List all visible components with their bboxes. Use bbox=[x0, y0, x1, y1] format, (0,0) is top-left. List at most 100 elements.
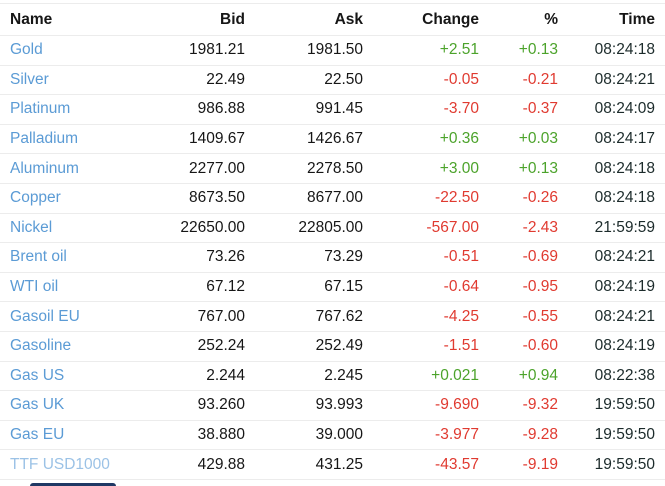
change-cell: -0.64 bbox=[443, 278, 479, 296]
time-cell: 19:59:50 bbox=[594, 455, 655, 473]
instrument-link[interactable]: Nickel bbox=[10, 218, 53, 236]
table-row[interactable]: TTF USD1000 429.88 431.25 -43.57 -9.19 19:59:… bbox=[0, 449, 665, 480]
bid-cell: 767.00 bbox=[197, 307, 245, 325]
table-row[interactable]: WTI oil 67.12 67.15 -0.64 -0.95 08:24:19 bbox=[0, 272, 665, 302]
pct-cell: -9.28 bbox=[522, 426, 558, 444]
change-cell: -0.05 bbox=[443, 70, 479, 88]
ask-cell: 22.50 bbox=[324, 70, 363, 88]
column-header-time[interactable]: Time bbox=[619, 10, 655, 28]
bid-cell: 93.260 bbox=[197, 396, 245, 414]
table-row[interactable]: Silver 22.49 22.50 -0.05 -0.21 08:24:21 bbox=[0, 65, 665, 95]
change-cell: -3.70 bbox=[443, 100, 479, 118]
quotes-table: Name Bid Ask Change% Time Gold 1981.21 1981.50… bbox=[0, 3, 665, 480]
pct-cell: -0.69 bbox=[522, 248, 558, 266]
bid-cell: 2.244 bbox=[206, 366, 245, 384]
instrument-link[interactable]: Gas US bbox=[10, 366, 65, 384]
ask-cell: 93.993 bbox=[315, 396, 363, 414]
table-row[interactable]: Gasoline 252.24 252.49 -1.51 -0.60 08:24:19 bbox=[0, 331, 665, 361]
change-cell: +2.51 bbox=[439, 41, 479, 59]
instrument-link[interactable]: Copper bbox=[10, 189, 61, 207]
time-cell: 08:22:38 bbox=[594, 366, 655, 384]
column-header-name[interactable]: Name bbox=[10, 10, 53, 28]
bid-cell: 429.88 bbox=[197, 455, 245, 473]
table-row[interactable]: Platinum 986.88 991.45 -3.70 -0.37 08:24:09 bbox=[0, 94, 665, 125]
instrument-link[interactable]: Gold bbox=[10, 41, 43, 59]
instrument-link[interactable]: Platinum bbox=[10, 100, 71, 118]
ask-cell: 991.45 bbox=[315, 100, 363, 118]
change-cell: -22.50 bbox=[435, 189, 479, 207]
ask-cell: 1981.50 bbox=[306, 41, 363, 59]
ask-cell: 767.62 bbox=[315, 307, 363, 325]
ask-cell: 2.245 bbox=[324, 366, 363, 384]
time-cell: 08:24:17 bbox=[594, 130, 655, 148]
instrument-link[interactable]: Gasoline bbox=[10, 337, 72, 355]
ask-cell: 67.15 bbox=[324, 278, 363, 296]
column-header-ask[interactable]: Ask bbox=[334, 10, 363, 28]
table-row[interactable]: Palladium 1409.67 1426.67 +0.36 +0.03 08:24:1… bbox=[0, 124, 665, 154]
table-row[interactable]: Brent oil 73.26 73.29 -0.51 -0.69 08:24:21 bbox=[0, 242, 665, 273]
change-cell: +3.00 bbox=[439, 159, 479, 177]
time-cell: 08:24:09 bbox=[594, 100, 655, 118]
instrument-link[interactable]: Silver bbox=[10, 70, 49, 88]
bid-cell: 22650.00 bbox=[180, 218, 245, 236]
table-row[interactable]: Copper 8673.50 8677.00 -22.50 -0.26 08:24:18 bbox=[0, 183, 665, 213]
bid-cell: 38.880 bbox=[197, 426, 245, 444]
time-cell: 08:24:21 bbox=[594, 70, 655, 88]
change-cell: -4.25 bbox=[443, 307, 479, 325]
time-cell: 19:59:50 bbox=[594, 426, 655, 444]
pct-cell: -9.19 bbox=[522, 455, 558, 473]
table-row[interactable]: Gold 1981.21 1981.50 +2.51 +0.13 08:24:18 bbox=[0, 35, 665, 66]
ask-cell: 431.25 bbox=[315, 455, 363, 473]
bid-cell: 1409.67 bbox=[188, 130, 245, 148]
quotes-widget: Name Bid Ask Change% Time Gold 1981.21 1981.50… bbox=[0, 3, 665, 486]
horizontal-scrollbar-thumb[interactable] bbox=[30, 483, 116, 486]
table-row[interactable]: Gasoil EU 767.00 767.62 -4.25 -0.55 08:24:21 bbox=[0, 301, 665, 332]
bid-cell: 73.26 bbox=[206, 248, 245, 266]
table-row[interactable]: Gas US 2.244 2.245 +0.021 +0.94 08:22:38 bbox=[0, 361, 665, 391]
change-cell: -9.690 bbox=[435, 396, 479, 414]
ask-cell: 252.49 bbox=[315, 337, 363, 355]
ask-cell: 8677.00 bbox=[306, 189, 363, 207]
column-header-change[interactable]: Change bbox=[422, 10, 479, 28]
bid-cell: 1981.21 bbox=[188, 41, 245, 59]
instrument-link[interactable]: Gas UK bbox=[10, 396, 65, 414]
table-row[interactable]: Nickel 22650.00 22805.00 -567.00 -2.43 21:59:… bbox=[0, 213, 665, 243]
change-cell: -0.51 bbox=[443, 248, 479, 266]
bid-cell: 67.12 bbox=[206, 278, 245, 296]
pct-cell: -9.32 bbox=[522, 396, 558, 414]
pct-cell: -0.26 bbox=[522, 189, 558, 207]
bid-cell: 252.24 bbox=[197, 337, 245, 355]
instrument-link[interactable]: WTI oil bbox=[10, 278, 59, 296]
instrument-link[interactable]: Brent oil bbox=[10, 248, 67, 266]
header-row: Name Bid Ask Change% Time bbox=[0, 4, 665, 36]
quotes-table-body: Gold 1981.21 1981.50 +2.51 +0.13 08:24:18 Silv… bbox=[0, 35, 665, 480]
ask-cell: 2278.50 bbox=[306, 159, 363, 177]
change-cell: -3.977 bbox=[435, 426, 479, 444]
time-cell: 08:24:19 bbox=[594, 278, 655, 296]
pct-cell: -0.37 bbox=[522, 100, 558, 118]
time-cell: 08:24:21 bbox=[594, 307, 655, 325]
time-cell: 08:24:21 bbox=[594, 248, 655, 266]
table-row[interactable]: Gas EU 38.880 39.000 -3.977 -9.28 19:59:50 bbox=[0, 420, 665, 450]
instrument-link[interactable]: TTF USD1000 bbox=[10, 455, 110, 473]
column-header-pct[interactable]: % bbox=[544, 10, 558, 28]
pct-cell: -0.60 bbox=[522, 337, 558, 355]
ask-cell: 73.29 bbox=[324, 248, 363, 266]
column-header-bid[interactable]: Bid bbox=[220, 10, 245, 28]
time-cell: 21:59:59 bbox=[594, 218, 655, 236]
time-cell: 08:24:19 bbox=[594, 337, 655, 355]
pct-cell: +0.94 bbox=[518, 366, 558, 384]
change-cell: -567.00 bbox=[426, 218, 479, 236]
ask-cell: 1426.67 bbox=[306, 130, 363, 148]
ask-cell: 22805.00 bbox=[298, 218, 363, 236]
time-cell: 19:59:50 bbox=[594, 396, 655, 414]
instrument-link[interactable]: Gas EU bbox=[10, 426, 65, 444]
instrument-link[interactable]: Aluminum bbox=[10, 159, 79, 177]
pct-cell: -0.95 bbox=[522, 278, 558, 296]
table-row[interactable]: Gas UK 93.260 93.993 -9.690 -9.32 19:59:50 bbox=[0, 390, 665, 421]
instrument-link[interactable]: Gasoil EU bbox=[10, 307, 80, 325]
ask-cell: 39.000 bbox=[315, 426, 363, 444]
table-row[interactable]: Aluminum 2277.00 2278.50 +3.00 +0.13 08:24:18 bbox=[0, 153, 665, 184]
instrument-link[interactable]: Palladium bbox=[10, 130, 79, 148]
pct-cell: +0.03 bbox=[518, 130, 558, 148]
